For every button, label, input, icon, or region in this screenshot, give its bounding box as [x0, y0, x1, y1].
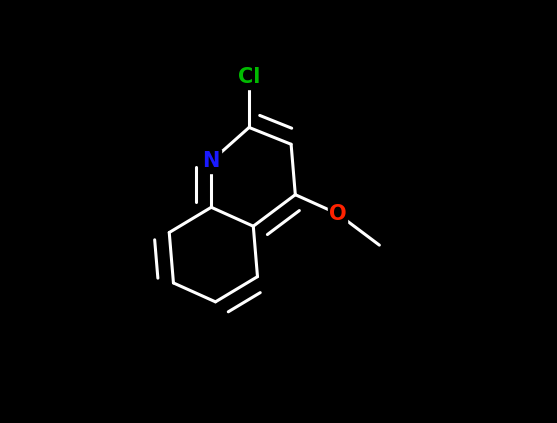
Text: N: N [203, 151, 220, 171]
Bar [202, 149, 221, 173]
Bar [230, 66, 268, 88]
Text: Cl: Cl [238, 67, 260, 87]
Bar [328, 202, 347, 225]
Text: O: O [329, 203, 346, 224]
